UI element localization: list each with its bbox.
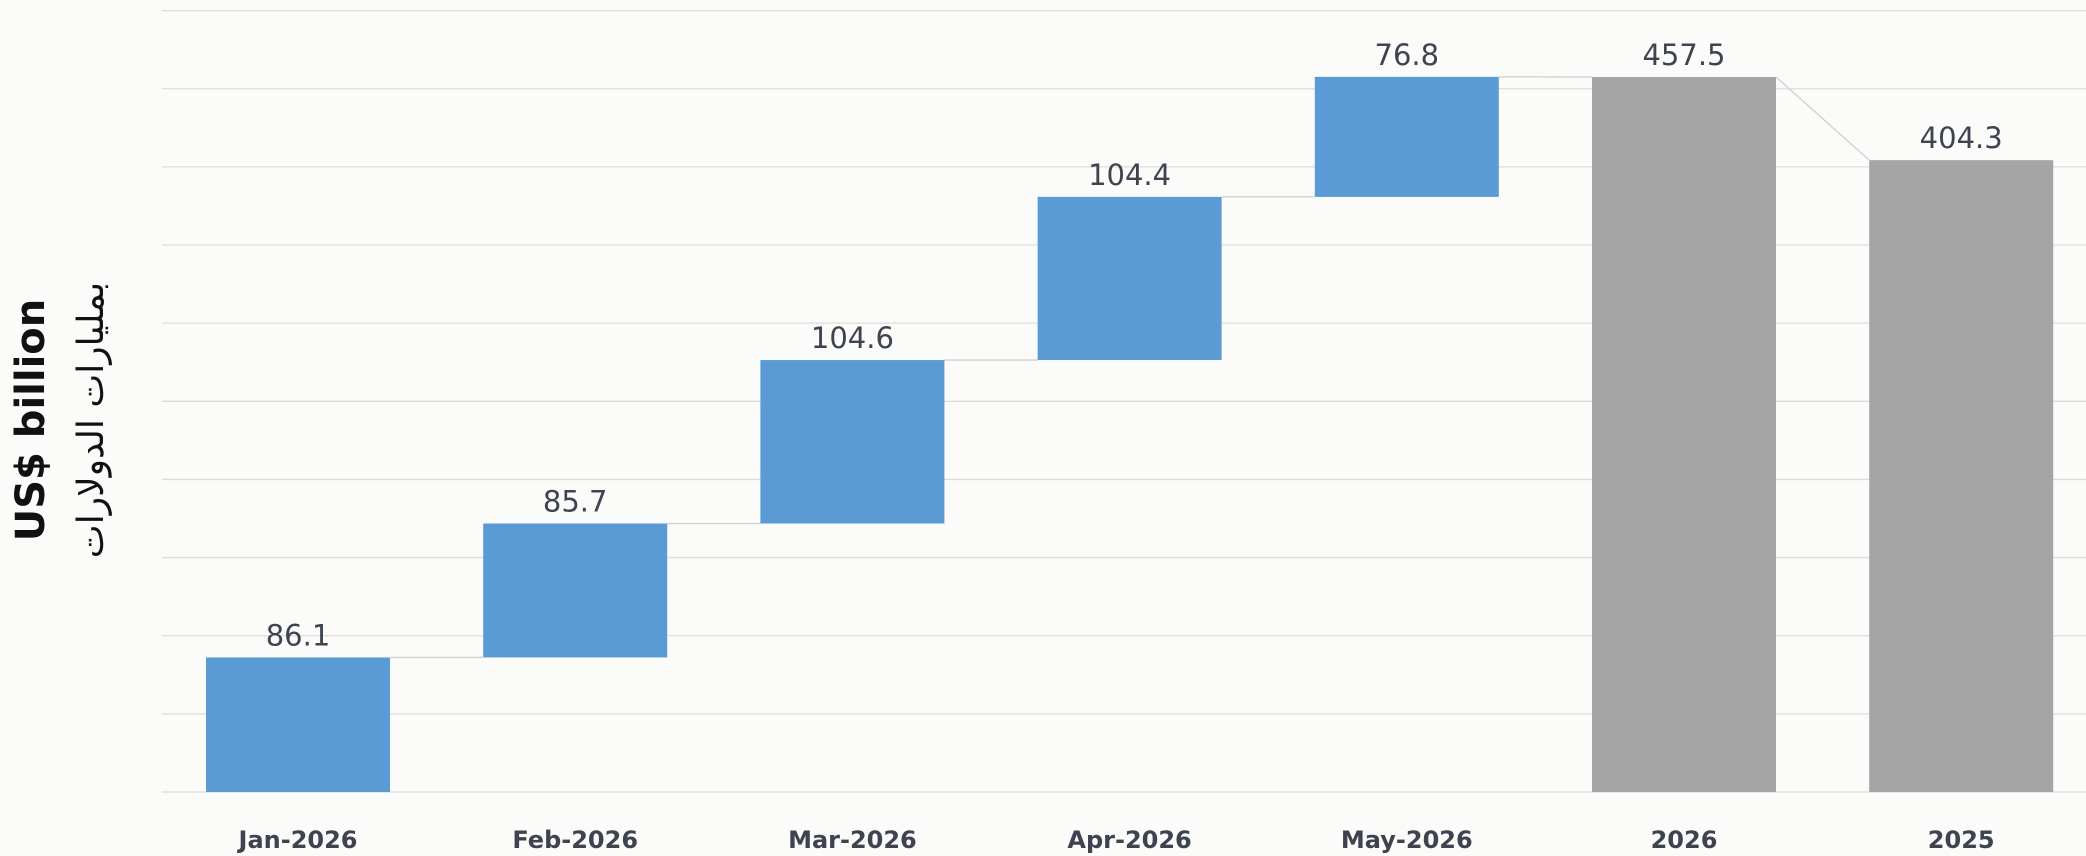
bar bbox=[483, 523, 668, 658]
bar bbox=[1869, 160, 2054, 792]
data-label: 457.5 bbox=[1642, 38, 1725, 72]
y-axis-title: US$ billion bbox=[8, 299, 54, 541]
bar bbox=[1592, 77, 1776, 793]
x-tick-label: 2026 bbox=[1651, 826, 1718, 854]
y-axis-title-secondary: بمليارات الدولارات bbox=[71, 282, 112, 558]
data-label: 86.1 bbox=[266, 618, 331, 652]
data-label: 104.6 bbox=[811, 321, 894, 355]
bar bbox=[206, 657, 390, 792]
bar bbox=[760, 360, 945, 524]
x-tick-label: 2025 bbox=[1928, 826, 1995, 854]
data-label: 85.7 bbox=[543, 485, 608, 519]
data-label: 104.4 bbox=[1088, 158, 1171, 192]
bar bbox=[1037, 196, 1222, 361]
x-tick-label: May-2026 bbox=[1341, 826, 1473, 854]
connector bbox=[1775, 76, 1870, 161]
x-tick-label: Mar-2026 bbox=[788, 826, 917, 854]
data-label: 404.3 bbox=[1920, 121, 2003, 155]
x-tick-label: Feb-2026 bbox=[512, 826, 638, 854]
x-tick-label: Jan-2026 bbox=[237, 826, 358, 854]
bar bbox=[1314, 76, 1499, 197]
x-tick-label: Apr-2026 bbox=[1067, 826, 1191, 854]
data-label: 76.8 bbox=[1375, 38, 1440, 72]
